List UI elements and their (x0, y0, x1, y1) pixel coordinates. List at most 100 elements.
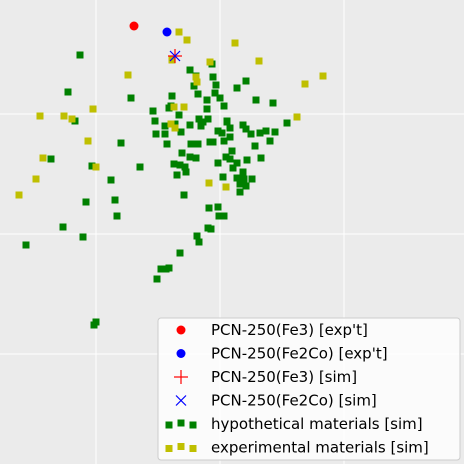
point-hypothetical-materials-sim (22, 241, 30, 249)
point-experimental-materials-sim (231, 39, 239, 47)
point-hypothetical-materials-sim (209, 73, 217, 81)
point-hypothetical-materials-sim (220, 102, 228, 110)
point-hypothetical-materials-sim (262, 127, 270, 135)
point-hypothetical-materials-sim (226, 155, 234, 163)
point-experimental-materials-sim (206, 58, 214, 66)
point-pcn-250-fe2co-sim (169, 50, 181, 62)
legend-entry: PCN-250(Fe2Co) [sim] (175, 392, 377, 410)
point-hypothetical-materials-sim (206, 138, 214, 146)
point-hypothetical-materials-sim (197, 122, 205, 130)
point-hypothetical-materials-sim (199, 118, 207, 126)
point-hypothetical-materials-sim (211, 89, 219, 97)
point-hypothetical-materials-sim (111, 196, 119, 204)
point-experimental-materials-sim (301, 80, 309, 88)
point-hypothetical-materials-sim (192, 154, 200, 162)
point-hypothetical-materials-sim (216, 94, 224, 102)
legend-label: PCN-250(Fe2Co) [sim] (211, 392, 377, 410)
point-hypothetical-materials-sim (266, 137, 274, 145)
point-experimental-materials-sim (319, 72, 327, 80)
point-hypothetical-materials-sim (236, 180, 244, 188)
point-hypothetical-materials-sim (64, 88, 72, 96)
point-hypothetical-materials-sim (239, 121, 247, 129)
point-hypothetical-materials-sim (177, 128, 185, 136)
point-hypothetical-materials-sim (269, 99, 277, 107)
point-hypothetical-materials-sim (194, 140, 202, 148)
point-hypothetical-materials-sim (214, 159, 222, 167)
point-hypothetical-materials-sim (161, 122, 169, 130)
point-hypothetical-materials-sim (168, 92, 176, 100)
point-experimental-materials-sim (175, 28, 183, 36)
point-hypothetical-materials-sim (186, 66, 194, 74)
point-hypothetical-materials-sim (90, 321, 98, 329)
point-hypothetical-materials-sim (136, 163, 144, 171)
point-hypothetical-materials-sim (203, 105, 211, 113)
legend-marker (176, 349, 186, 358)
point-hypothetical-materials-sim (229, 164, 237, 172)
legend-entry: PCN-250(Fe2Co) [exp't] (176, 345, 388, 363)
legend-marker (165, 421, 173, 429)
point-hypothetical-materials-sim (194, 90, 202, 98)
point-hypothetical-materials-sim (193, 232, 201, 240)
legend-marker (177, 419, 185, 427)
point-hypothetical-materials-sim (178, 149, 186, 157)
point-hypothetical-materials-sim (226, 124, 234, 132)
point-hypothetical-materials-sim (173, 171, 181, 179)
point-hypothetical-materials-sim (271, 128, 279, 136)
point-hypothetical-materials-sim (214, 203, 222, 211)
point-hypothetical-materials-sim (176, 249, 184, 257)
point-experimental-materials-sim (32, 175, 40, 183)
point-hypothetical-materials-sim (214, 127, 222, 135)
legend-marker (174, 370, 188, 384)
point-experimental-materials-sim (171, 124, 179, 132)
point-hypothetical-materials-sim (152, 130, 160, 138)
legend-entry: PCN-250(Fe3) [sim] (174, 368, 357, 386)
point-experimental-materials-sim (89, 105, 97, 113)
point-hypothetical-materials-sim (233, 174, 241, 182)
point-hypothetical-materials-sim (223, 118, 231, 126)
legend-marker (189, 445, 197, 452)
point-experimental-materials-sim (39, 154, 47, 162)
point-hypothetical-materials-sim (186, 153, 194, 161)
point-experimental-materials-sim (255, 57, 263, 65)
legend-label: PCN-250(Fe3) [exp't] (211, 321, 368, 339)
point-hypothetical-materials-sim (252, 96, 260, 104)
legend-label: PCN-250(Fe3) [sim] (211, 368, 357, 386)
point-experimental-materials-sim (180, 103, 188, 111)
point-experimental-materials-sim (293, 113, 301, 121)
point-hypothetical-materials-sim (256, 129, 264, 137)
point-experimental-materials-sim (193, 78, 201, 86)
point-hypothetical-materials-sim (170, 160, 178, 168)
point-hypothetical-materials-sim (251, 142, 259, 150)
point-hypothetical-materials-sim (242, 182, 250, 190)
point-hypothetical-materials-sim (161, 130, 169, 138)
point-experimental-materials-sim (205, 179, 213, 187)
point-hypothetical-materials-sim (204, 115, 212, 123)
point-hypothetical-materials-sim (228, 147, 236, 155)
point-pcn-250-fe2co-exp-t (162, 27, 172, 37)
point-experimental-materials-sim (92, 163, 100, 171)
point-experimental-materials-sim (167, 120, 175, 128)
point-hypothetical-materials-sim (243, 156, 251, 164)
point-experimental-materials-sim (124, 71, 132, 79)
legend-marker (175, 395, 187, 406)
point-experimental-materials-sim (15, 191, 23, 199)
point-experimental-materials-sim (222, 183, 230, 191)
point-hypothetical-materials-sim (239, 168, 247, 176)
point-hypothetical-materials-sim (88, 162, 96, 170)
point-hypothetical-materials-sim (151, 117, 159, 125)
point-hypothetical-materials-sim (163, 140, 171, 148)
point-hypothetical-materials-sim (219, 173, 227, 181)
point-hypothetical-materials-sim (82, 198, 90, 206)
point-experimental-materials-sim (168, 56, 176, 64)
legend-marker (177, 443, 185, 450)
point-hypothetical-materials-sim (76, 51, 84, 59)
point-hypothetical-materials-sim (248, 175, 256, 183)
point-experimental-materials-sim (36, 112, 44, 120)
point-hypothetical-materials-sim (157, 265, 165, 273)
point-experimental-materials-sim (170, 103, 178, 111)
point-hypothetical-materials-sim (242, 77, 250, 85)
point-hypothetical-materials-sim (220, 137, 228, 145)
legend-marker (176, 325, 186, 335)
point-hypothetical-materials-sim (153, 275, 161, 283)
point-hypothetical-materials-sim (218, 129, 226, 137)
